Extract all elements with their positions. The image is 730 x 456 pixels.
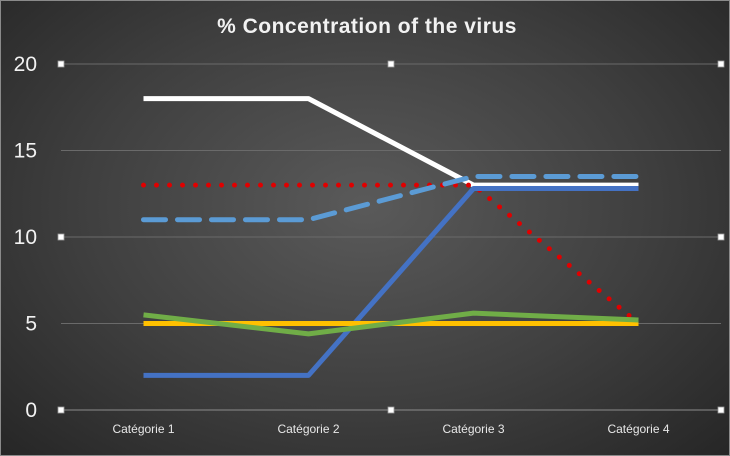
selection-handle[interactable] (717, 60, 725, 68)
series-line-3 (141, 173, 641, 223)
selection-handle[interactable] (57, 60, 65, 68)
selection-handle[interactable] (387, 60, 395, 68)
selection-handle[interactable] (57, 406, 65, 414)
y-tick-label: 0 (25, 399, 37, 422)
y-axis-ticks: 0 5 10 15 20 (14, 53, 37, 422)
series-line-4 (143, 186, 639, 378)
y-tick-label: 15 (14, 140, 37, 163)
y-tick-label: 20 (14, 53, 37, 76)
series-line-6 (143, 310, 639, 337)
series-lines (141, 96, 641, 378)
x-tick-label: Catégorie 2 (277, 422, 339, 436)
gridlines (61, 63, 721, 411)
x-tick-label: Catégorie 1 (112, 422, 174, 436)
selection-handle[interactable] (57, 233, 65, 241)
series-line-2 (141, 182, 641, 326)
y-tick-label: 5 (25, 313, 37, 336)
series-line-1 (143, 96, 639, 188)
x-axis-ticks: Catégorie 1 Catégorie 2 Catégorie 3 Catégor… (112, 422, 669, 436)
x-tick-label: Catégorie 4 (607, 422, 669, 436)
x-tick-label: Catégorie 3 (442, 422, 504, 436)
selection-handle[interactable] (717, 406, 725, 414)
chart-title: % Concentration of the virus (217, 15, 517, 38)
selection-handle[interactable] (387, 406, 395, 414)
y-tick-label: 10 (14, 226, 37, 249)
plot-area-selection-handles[interactable] (57, 60, 725, 414)
selection-handle[interactable] (717, 233, 725, 241)
